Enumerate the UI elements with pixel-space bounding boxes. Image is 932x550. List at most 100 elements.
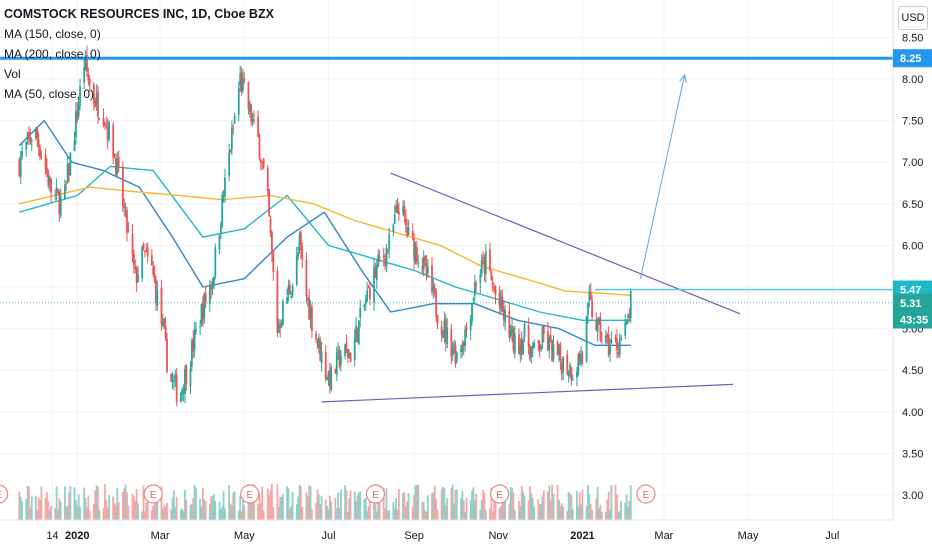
volume-bar [414,485,417,520]
volume-bar [269,490,272,520]
candle-body [127,229,130,231]
candle-body [397,211,400,215]
volume-bar [277,507,280,520]
volume-bar [326,505,329,520]
volume-bar [155,493,157,520]
earnings-markers[interactable]: EEEEEE [0,484,656,504]
volume-bar [424,510,427,520]
symbol-title[interactable]: COMSTOCK RESOURCES INC, 1D, Cboe BZX [4,7,274,21]
candle-body [393,214,396,224]
candle-body [326,377,329,381]
volume-bar [491,511,494,520]
candle-body [502,309,505,320]
volume-bar [232,492,235,520]
volume-bar [581,489,584,520]
candle-body [290,296,293,298]
volume-bar [30,496,33,520]
volume-bar [533,506,536,520]
time-tick-label: May [234,530,255,542]
candle-body [94,102,97,107]
volume-bar [344,485,346,520]
candle-body [306,298,309,300]
price-tick-label: 4.50 [902,365,923,377]
volume-bar [624,502,627,520]
time-axis[interactable]: 14 2020 Mar May Jul Sep Nov 2021 Mar May Jul [0,519,932,550]
volume-bar [614,484,617,520]
legend-ma50[interactable]: MA (50, close, 0) [4,87,95,101]
candle-body [443,320,446,334]
volume-bar [353,491,356,520]
candle-body [490,270,493,280]
level-badge-high: 8.25 [893,49,932,68]
price-axis[interactable]: 3.003.504.004.505.005.506.006.507.007.50… [892,0,932,550]
volume-bar [137,503,139,520]
volume-bar [548,485,551,520]
candle-body [520,339,523,353]
candle-body [132,253,135,265]
chart-drawings[interactable] [0,56,893,403]
candle-body [501,297,504,312]
volume-bar [58,498,61,520]
candle-body [86,55,88,72]
volume-bar [113,503,116,520]
candle-body [315,333,317,340]
legend-vol[interactable]: Vol [4,67,21,81]
volume-bar [435,499,438,520]
candlesticks[interactable] [18,45,632,407]
candle-body [37,139,40,147]
legend-ma200[interactable]: MA (200, close, 0) [4,47,101,61]
volume-bar [185,500,188,520]
candle-body [106,126,109,140]
volume-bar [388,510,391,520]
candle-body [195,329,197,332]
candle-body [208,287,211,305]
candle-body [625,319,628,324]
candle-body [425,262,428,276]
candle-body [378,256,381,259]
volume-bar [76,505,79,520]
volume-bar [193,484,196,520]
candle-body [317,337,320,348]
countdown-badge-bg [893,310,932,329]
candle-body [552,344,555,359]
volume-bar [199,498,202,520]
candle-body [606,334,609,338]
candle-body [229,149,232,153]
volume-bar [135,488,138,520]
volume-bar [560,503,563,520]
candle-body [469,319,472,331]
volume-bar [606,499,609,520]
volume-bar [40,486,43,520]
candle-body [316,342,319,345]
volume-bar [417,484,420,520]
volume-bar [160,486,163,520]
volume-bar [504,492,507,520]
candle-body [240,72,243,92]
candle-body [277,325,280,333]
volume-bar [415,485,418,520]
time-tick-label: Nov [488,530,508,542]
volume-bar [208,503,211,520]
volume-bar [142,485,145,520]
candle-body [200,304,203,325]
earnings-marker [365,484,386,504]
candle-body [29,137,32,142]
volume-bar [251,494,254,520]
moving-average-lines [18,119,631,346]
candle-body [87,74,90,81]
legend-ma150[interactable]: MA (150, close, 0) [4,27,101,41]
volume-bar [181,508,184,520]
earnings-marker [490,484,510,504]
volume-bar [337,492,340,520]
volume-bar [92,503,95,520]
candle-body [239,73,242,86]
currency-button[interactable]: USD [898,6,928,30]
price-tick-label: 8.00 [902,74,923,86]
volume-bar [385,488,388,520]
volume-bar [538,504,541,520]
earnings-label: E [0,490,2,501]
candle-body [65,181,68,183]
volume-bar [461,490,464,520]
volume-bar [455,489,458,520]
